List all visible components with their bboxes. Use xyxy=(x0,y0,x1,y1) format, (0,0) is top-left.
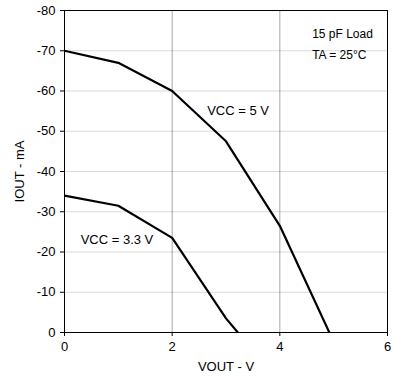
svg-text:2: 2 xyxy=(169,339,176,354)
svg-text:6: 6 xyxy=(384,339,391,354)
svg-text:4: 4 xyxy=(276,339,283,354)
svg-text:-10: -10 xyxy=(37,284,56,299)
svg-text:-40: -40 xyxy=(37,164,56,179)
svg-text:-30: -30 xyxy=(37,204,56,219)
svg-text:-50: -50 xyxy=(37,123,56,138)
svg-text:IOUT - mA: IOUT - mA xyxy=(12,140,27,202)
svg-text:15 pF Load: 15 pF Load xyxy=(312,27,373,41)
svg-text:-60: -60 xyxy=(37,83,56,98)
svg-text:VCC = 3.3 V: VCC = 3.3 V xyxy=(81,232,154,247)
svg-text:-70: -70 xyxy=(37,43,56,58)
svg-text:VCC = 5 V: VCC = 5 V xyxy=(207,103,269,118)
svg-text:-20: -20 xyxy=(37,244,56,259)
svg-text:TA = 25°C: TA = 25°C xyxy=(312,48,367,62)
svg-text:0: 0 xyxy=(61,339,68,354)
svg-text:-80: -80 xyxy=(37,3,56,18)
svg-text:VOUT - V: VOUT - V xyxy=(198,359,254,374)
svg-text:0: 0 xyxy=(48,325,55,340)
